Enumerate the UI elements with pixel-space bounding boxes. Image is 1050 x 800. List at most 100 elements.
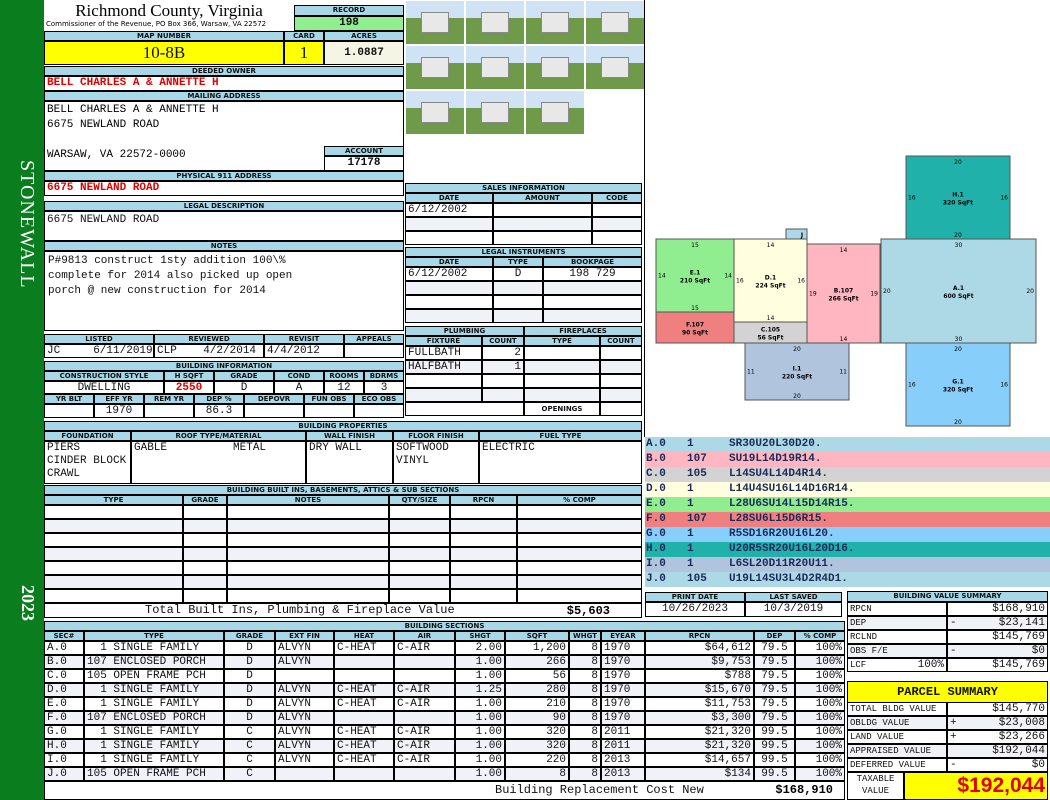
building-sections-cell: 8	[569, 739, 601, 753]
building-sections-cell: 105 OPEN FRAME PCH	[84, 669, 224, 683]
property-photo[interactable]	[585, 0, 645, 45]
property-photo[interactable]	[405, 0, 465, 45]
building-info-header: CONSTRUCTION STYLE	[44, 371, 164, 381]
sketch-dimension: 15	[691, 242, 699, 249]
value-summary-value: $168,910	[947, 602, 1048, 616]
building-info-header: ECO OBS	[354, 394, 404, 404]
plumbing-cell	[405, 374, 482, 388]
building-sections-header: RPCN	[645, 631, 754, 641]
value-summary-item: DEP	[850, 618, 867, 628]
builtins-cell	[227, 519, 389, 533]
building-sections-cell: 8	[569, 669, 601, 683]
legal-description-label: LEGAL DESCRIPTION	[44, 201, 404, 211]
building-sections-cell: C-AIR	[394, 725, 455, 739]
segment-field: 1	[687, 498, 694, 510]
building-sections-cell: C-AIR	[394, 683, 455, 697]
sales-cell	[493, 217, 592, 231]
building-sections-cell: $11,753	[645, 697, 754, 711]
sketch-section-D[interactable]	[733, 238, 808, 323]
sketch-dimension: 14	[840, 336, 848, 343]
building-sections-cell: B.0	[44, 655, 84, 669]
sketch-section-F[interactable]	[655, 311, 735, 344]
building-sections-cell: 1.00	[455, 739, 505, 753]
building-info-header: EFF YR	[94, 394, 144, 404]
building-sections-cell: 8	[569, 753, 601, 767]
account-label: ACCOUNT	[324, 146, 404, 156]
property-photo[interactable]	[525, 0, 585, 45]
building-property-value: PIERS CINDER BLOCK CRAWL	[44, 441, 131, 484]
building-property-value: DRY WALL	[306, 441, 393, 484]
sketch-section-A[interactable]	[880, 238, 1037, 344]
physical-address-label: PHYSICAL 911 ADDRESS	[44, 171, 404, 181]
building-sections-cell: D.0	[44, 683, 84, 697]
building-sections-cell: ALVYN	[275, 683, 334, 697]
property-photo[interactable]	[465, 0, 525, 45]
plumbing-cell: FULLBATH	[405, 346, 482, 360]
building-property-value: ELECTRIC	[479, 441, 642, 484]
property-photo[interactable]	[465, 90, 525, 135]
sketch-section-B[interactable]	[806, 243, 881, 344]
sketch-section-E[interactable]	[655, 238, 735, 313]
building-sections-cell: 1.00	[455, 753, 505, 767]
builtins-cell	[389, 533, 450, 547]
property-photo[interactable]	[405, 45, 465, 90]
parcel-summary-value: - $0	[947, 758, 1048, 772]
building-sections-cell: 8	[569, 725, 601, 739]
sales-cell	[592, 203, 642, 217]
sketch-label: E.1	[690, 270, 701, 277]
property-photo[interactable]	[525, 90, 585, 135]
sketch-area: 56 SqFt	[757, 335, 783, 342]
building-info-cell	[354, 404, 404, 418]
building-sections-cell: 79.5	[754, 711, 795, 725]
legal-instruments-cell	[405, 309, 493, 323]
building-sections-cell: D	[224, 669, 275, 683]
parcel-summary-item: APPRAISED VALUE	[847, 744, 947, 758]
building-sections-cell: 100%	[795, 655, 845, 669]
office-subtitle: Commissioner of the Revenue, PO Box 366,…	[46, 20, 267, 28]
sketch-section-J[interactable]	[785, 228, 808, 240]
building-sections-cell: 280	[505, 683, 569, 697]
building-sections-cell	[334, 669, 394, 683]
building-info-header: YR BLT	[44, 394, 94, 404]
value-summary-value: $145,769	[947, 630, 1048, 644]
property-photo[interactable]	[525, 45, 585, 90]
building-info-cell	[144, 404, 194, 418]
building-properties-header: ROOF TYPE/MATERIAL	[131, 431, 306, 441]
building-sections-cell: C-AIR	[394, 641, 455, 655]
listing-header: REVISIT	[264, 334, 344, 344]
building-sections-cell: 2013	[601, 767, 645, 781]
building-info-header: H SQFT	[164, 371, 214, 381]
building-sections-cell: 1.00	[455, 767, 505, 781]
building-sections-cell: 2011	[601, 725, 645, 739]
sketch-section-I[interactable]	[744, 342, 850, 401]
value-summary-item: OBS F/E	[850, 646, 888, 656]
segment-field: G.0	[646, 528, 666, 540]
segment-row: I.0 1 L6SL20D11R20U11.	[645, 557, 1050, 572]
building-sections-cell: 1.25	[455, 683, 505, 697]
sketch-section-G[interactable]	[905, 342, 1011, 427]
property-photo[interactable]	[405, 90, 465, 135]
fireplaces-cell	[600, 346, 642, 360]
sketch-panel: A.1 600 SqFt 30 30 20 20 B.107 266 SqFt 14 14 19 19…	[644, 0, 1050, 437]
map-number: 10-8B	[44, 41, 284, 65]
property-photo[interactable]	[465, 45, 525, 90]
sales-cell: 6/12/2002	[405, 203, 493, 217]
mailing-line-1: BELL CHARLES A & ANNETTE H	[47, 104, 219, 116]
sketch-section-H[interactable]	[905, 155, 1011, 240]
sketch-dimension: 16	[736, 278, 744, 285]
building-sections-cell: 1970	[601, 655, 645, 669]
sign: -	[950, 617, 957, 629]
plumbing-cell	[482, 388, 524, 402]
sketch-dimension: 14	[658, 273, 666, 280]
segment-row: B.0 107 SU19L14D19R14.	[645, 452, 1050, 467]
listing-cell: CLP 4/2/2014	[154, 344, 264, 358]
county-title: Richmond County, Virginia	[75, 1, 263, 20]
builtins-cell	[517, 589, 642, 603]
sketch-dimension: 11	[747, 369, 755, 376]
plumbing-cell	[405, 402, 524, 416]
property-photo[interactable]	[585, 45, 645, 90]
building-sections-cell: C-HEAT	[334, 753, 394, 767]
sign: -	[950, 759, 957, 771]
openings-label: OPENINGS	[524, 402, 600, 416]
building-sections-cell: 99.5	[754, 753, 795, 767]
